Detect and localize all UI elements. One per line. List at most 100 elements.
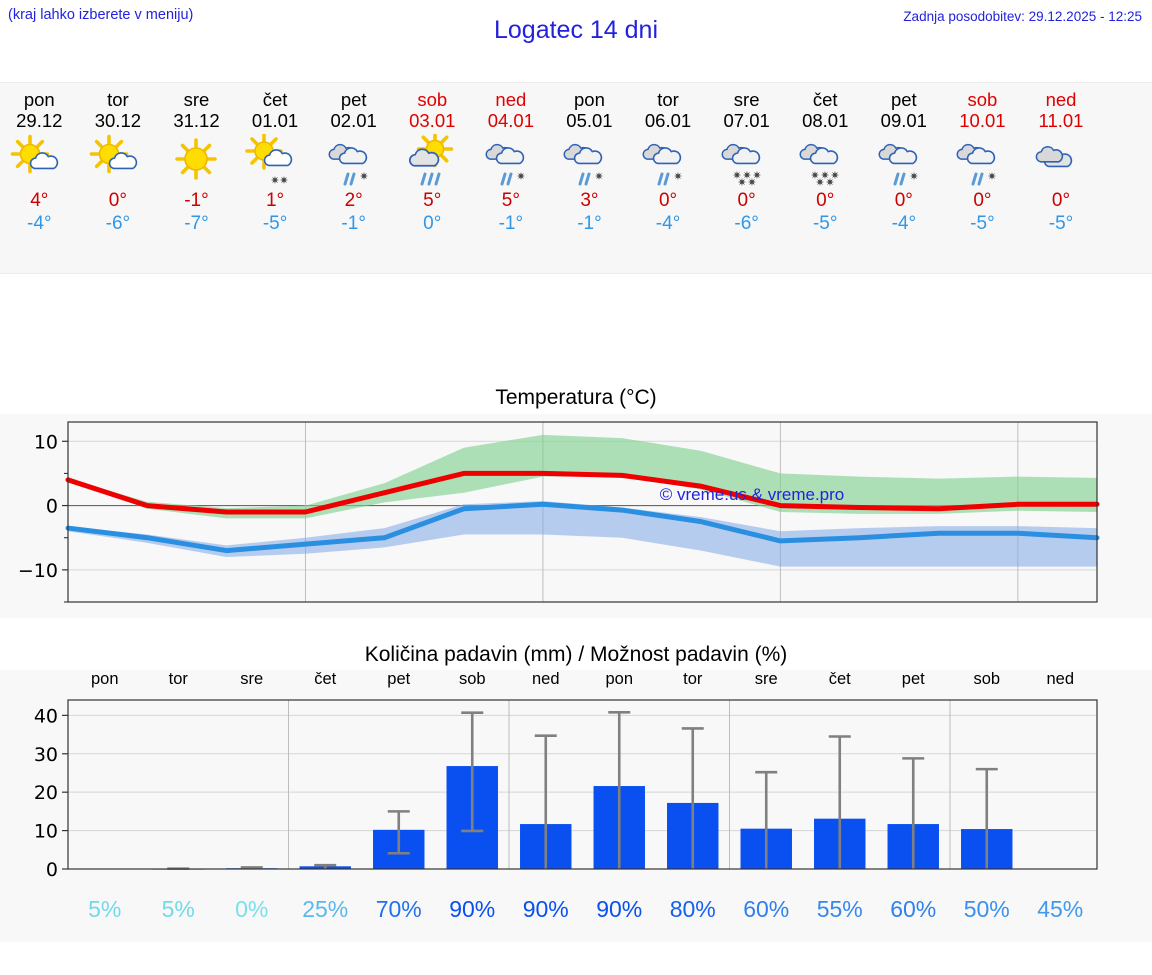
- svg-text:✷: ✷: [821, 169, 830, 182]
- temperature-min-range-band: [68, 501, 1097, 567]
- weather-icon-wrap: ✷: [480, 133, 542, 189]
- max-temperature-label: 2°: [344, 190, 363, 212]
- svg-text:✷: ✷: [826, 176, 835, 188]
- weather-icon-wrap: [1030, 133, 1092, 189]
- max-temperature-label: 3°: [580, 190, 599, 212]
- precipitation-day-label: pon: [605, 670, 634, 688]
- day-of-week-label: pon: [574, 89, 605, 110]
- daily-forecast-strip: pon 29.12 4° -4° tor 30.12 0° -6° sre 31.12 -1° -7°…: [0, 82, 1152, 274]
- svg-text:✷: ✷: [742, 169, 751, 182]
- weather-icon-wrap: ✷: [951, 133, 1013, 189]
- temperature-chart-panel: Temperatura (°C) 10 0 −10 © vreme.us & vrem…: [0, 380, 1152, 618]
- temperature-svg: 10 0 −10 © vreme.us & vreme.pro: [18, 421, 1100, 603]
- precipitation-ytick-label: 20: [34, 782, 58, 804]
- min-temperature-label: -5°: [1048, 212, 1074, 234]
- max-temperature-label: 5°: [501, 190, 520, 212]
- precipitation-day-label: sob: [973, 670, 1001, 688]
- min-temperature-label: -5°: [812, 212, 838, 234]
- temperature-plot-area: 10 0 −10 © vreme.us & vreme.pro: [0, 414, 1152, 619]
- precipitation-svg: 0 10 20 30 40: [34, 699, 1098, 881]
- day-date-label: 04.01: [487, 109, 534, 131]
- forecast-day-card[interactable]: pon 29.12 4° -4°: [0, 83, 79, 273]
- precipitation-plot-background: [68, 700, 1097, 869]
- cloud-rain-snow-icon: ✷: [956, 144, 997, 186]
- svg-text:✷: ✷: [359, 170, 368, 183]
- forecast-day-card[interactable]: čet 08.01 ✷ ✷ ✷ ✷ ✷ 0° -5°: [786, 83, 865, 273]
- menu-hint-text: (kraj lahko izberete v meniju): [8, 7, 194, 23]
- page-title: Logatec 14 dni: [493, 16, 659, 44]
- day-of-week-label: tor: [107, 89, 129, 110]
- temperature-ytick-label: −10: [18, 560, 58, 582]
- precipitation-probability-label: 60%: [743, 896, 790, 922]
- forecast-day-card[interactable]: pet 02.01 ✷ 2° -1°: [314, 83, 393, 273]
- min-temperature-label: -6°: [734, 212, 759, 234]
- day-date-label: 31.12: [173, 109, 220, 131]
- forecast-day-card[interactable]: ned 11.01 0° -5°: [1022, 83, 1101, 273]
- sun-cloud-icon: [10, 135, 59, 174]
- forecast-day-card[interactable]: čet 01.01 ✷ ✷ 1° -5°: [236, 83, 315, 273]
- weather-icon-wrap: ✷: [873, 133, 935, 189]
- forecast-day-card[interactable]: sre 31.12 -1° -7°: [157, 83, 236, 273]
- day-of-week-label: ned: [495, 89, 527, 110]
- cloud-rain-snow-icon: ✷: [485, 144, 525, 186]
- precipitation-day-label: tor: [168, 670, 188, 688]
- precipitation-probability-label: 45%: [1037, 896, 1084, 922]
- svg-text:✷: ✷: [831, 169, 840, 182]
- weather-icon-wrap: [87, 133, 149, 189]
- max-temperature-label: 5°: [423, 190, 442, 212]
- precipitation-probability-label: 50%: [963, 896, 1010, 922]
- forecast-day-card[interactable]: ned 04.01 ✷ 5° -1°: [472, 83, 551, 273]
- day-date-label: 03.01: [409, 109, 456, 131]
- weather-icon-wrap: ✷ ✷: [244, 133, 306, 189]
- weather-icon-wrap: ✷ ✷ ✷ ✷ ✷: [794, 133, 856, 189]
- precipitation-probability-label: 5%: [161, 896, 195, 922]
- forecast-day-card[interactable]: sob 03.01 5° 0°: [393, 83, 472, 273]
- svg-text:✷: ✷: [747, 176, 756, 188]
- svg-text:✷: ✷: [752, 169, 761, 182]
- precipitation-day-label: ned: [1046, 670, 1075, 688]
- day-of-week-label: sre: [183, 89, 210, 110]
- precipitation-day-label: pon: [90, 670, 119, 688]
- precipitation-probability-label: 55%: [816, 896, 863, 922]
- forecast-day-card[interactable]: tor 06.01 ✷ 0° -4°: [629, 83, 708, 273]
- precipitation-probability-label: 90%: [522, 896, 569, 922]
- day-date-label: 29.12: [16, 109, 63, 131]
- weather-icon-wrap: ✷: [323, 133, 385, 189]
- forecast-day-card[interactable]: sob 10.01 ✷ 0° -5°: [943, 83, 1022, 273]
- precipitation-day-label: čet: [314, 670, 337, 688]
- max-temperature-label: 1°: [265, 190, 285, 212]
- sun-cloud-snow-icon: ✷ ✷: [245, 134, 293, 187]
- sun-cloud-rain-icon: [409, 134, 454, 186]
- temperature-max-range-band: [68, 434, 1097, 519]
- min-temperature-label: -1°: [498, 212, 524, 234]
- cloud-snow-icon: ✷ ✷ ✷✷ ✷: [721, 144, 761, 188]
- day-date-label: 02.01: [330, 109, 377, 131]
- day-date-label: 11.01: [1038, 109, 1084, 131]
- copyright-annotation: © vreme.us & vreme.pro: [660, 485, 844, 504]
- cloud-rain-snow-icon: ✷: [328, 144, 368, 186]
- precipitation-day-label: sob: [458, 670, 486, 688]
- precipitation-day-label: sre: [754, 670, 778, 688]
- svg-text:✷: ✷: [909, 170, 918, 183]
- forecast-day-card[interactable]: pon 05.01 ✷ 3° -1°: [550, 83, 629, 273]
- day-date-label: 30.12: [94, 109, 142, 131]
- precipitation-day-label: pet: [387, 670, 411, 688]
- forecast-day-card[interactable]: sre 07.01 ✷ ✷ ✷ ✷ ✷ 0° -6°: [707, 83, 786, 273]
- day-of-week-label: tor: [657, 89, 679, 110]
- min-temperature-label: -4°: [891, 212, 917, 234]
- svg-text:✷: ✷: [673, 170, 682, 183]
- precipitation-day-label: ned: [531, 670, 560, 688]
- weather-icon-wrap: ✷: [637, 133, 699, 189]
- precipitation-day-label: sre: [240, 670, 264, 688]
- forecast-day-card[interactable]: pet 09.01 ✷ 0° -4°: [865, 83, 944, 273]
- day-of-week-label: sob: [417, 89, 448, 110]
- svg-text:✷: ✷: [732, 169, 741, 182]
- precipitation-probability-label: 90%: [596, 896, 643, 922]
- precipitation-ytick-label: 0: [46, 859, 58, 881]
- weather-icon-wrap: [8, 133, 70, 189]
- max-temperature-label: 0°: [894, 190, 913, 212]
- temperature-ytick-label: 10: [34, 431, 58, 453]
- precipitation-day-label: pet: [901, 670, 925, 688]
- forecast-day-card[interactable]: tor 30.12 0° -6°: [79, 83, 158, 273]
- precipitation-ytick-label: 40: [34, 705, 58, 727]
